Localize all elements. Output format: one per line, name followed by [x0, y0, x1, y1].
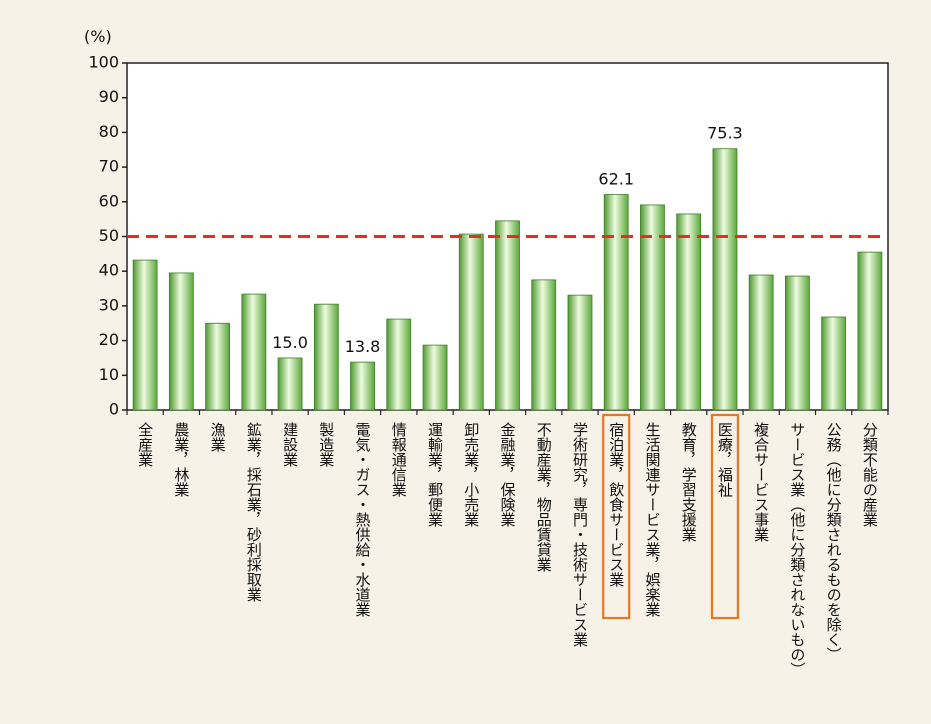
y-unit: (%) — [84, 27, 112, 46]
bar — [712, 148, 738, 411]
x-tick-label: 鉱業，採石業，砂利採取業 — [245, 421, 263, 602]
x-tick-label: 漁業 — [209, 422, 227, 452]
bar — [350, 361, 375, 411]
bar — [132, 259, 158, 411]
y-tick-label: 40 — [99, 261, 119, 280]
bar — [567, 294, 593, 411]
x-tick-label: 生活関連サービス業，娯楽業 — [643, 422, 661, 617]
y-tick-label: 90 — [99, 87, 119, 106]
bar — [168, 272, 194, 411]
data-label: 75.3 — [707, 124, 743, 143]
y-tick-label: 70 — [99, 157, 119, 176]
y-tick-label: 20 — [99, 330, 119, 349]
x-tick-label: 教育，学習支援業 — [680, 422, 698, 542]
x-tick-label: 電気・ガス・熱供給・水道業 — [354, 422, 372, 617]
bar — [458, 233, 484, 411]
x-tick-label: 建設業 — [281, 422, 299, 467]
bar — [785, 275, 810, 411]
x-tick-label: 不動産業，物品賃貸業 — [535, 422, 553, 572]
bar — [748, 274, 774, 411]
x-tick-label: 医療，福祉 — [716, 422, 734, 497]
y-tick-label: 50 — [99, 226, 119, 245]
bar — [603, 194, 629, 411]
bar — [422, 344, 448, 411]
x-tick-label: 農業，林業 — [172, 422, 190, 497]
x-tick-label: 公務（他に分類されるものを除く） — [825, 422, 843, 662]
x-tick-label: 学術研究，専門・技術サービス業 — [571, 422, 589, 647]
y-tick-label: 100 — [88, 53, 119, 72]
x-tick-label: サービス業（他に分類されないもの） — [788, 422, 806, 677]
y-tick-label: 60 — [99, 191, 119, 210]
x-tick-label: 製造業 — [317, 422, 335, 467]
x-tick-label: 運輸業，郵便業 — [426, 422, 444, 527]
x-tick-label: 複合サービス事業 — [752, 422, 770, 542]
bar — [821, 316, 847, 411]
x-tick-label: 金融業，保険業 — [499, 422, 517, 527]
x-tick-label: 卸売業，小売業 — [462, 422, 480, 527]
x-tick-label: 分類不能の産業 — [861, 422, 879, 527]
bar — [676, 213, 702, 411]
bar — [205, 322, 230, 411]
highlight-box — [602, 413, 631, 620]
data-label: 62.1 — [598, 170, 634, 189]
bar — [313, 303, 339, 411]
y-tick-label: 0 — [109, 400, 119, 419]
bar — [241, 293, 267, 411]
bar — [386, 318, 412, 411]
y-tick-label: 30 — [99, 295, 119, 314]
bar — [495, 220, 520, 411]
bar — [640, 204, 665, 411]
bar — [277, 357, 303, 411]
x-tick-label: 全産業 — [136, 421, 154, 467]
data-label: 13.8 — [345, 337, 381, 356]
y-tick-label: 10 — [99, 365, 119, 384]
highlight-box — [710, 413, 740, 620]
y-tick-label: 80 — [99, 122, 119, 141]
bar — [531, 279, 557, 411]
x-tick-label: 宿泊業，飲食サービス業 — [607, 422, 625, 587]
bar — [857, 251, 883, 411]
data-label: 15.0 — [272, 333, 308, 352]
x-tick-label: 情報通信業 — [390, 422, 408, 497]
